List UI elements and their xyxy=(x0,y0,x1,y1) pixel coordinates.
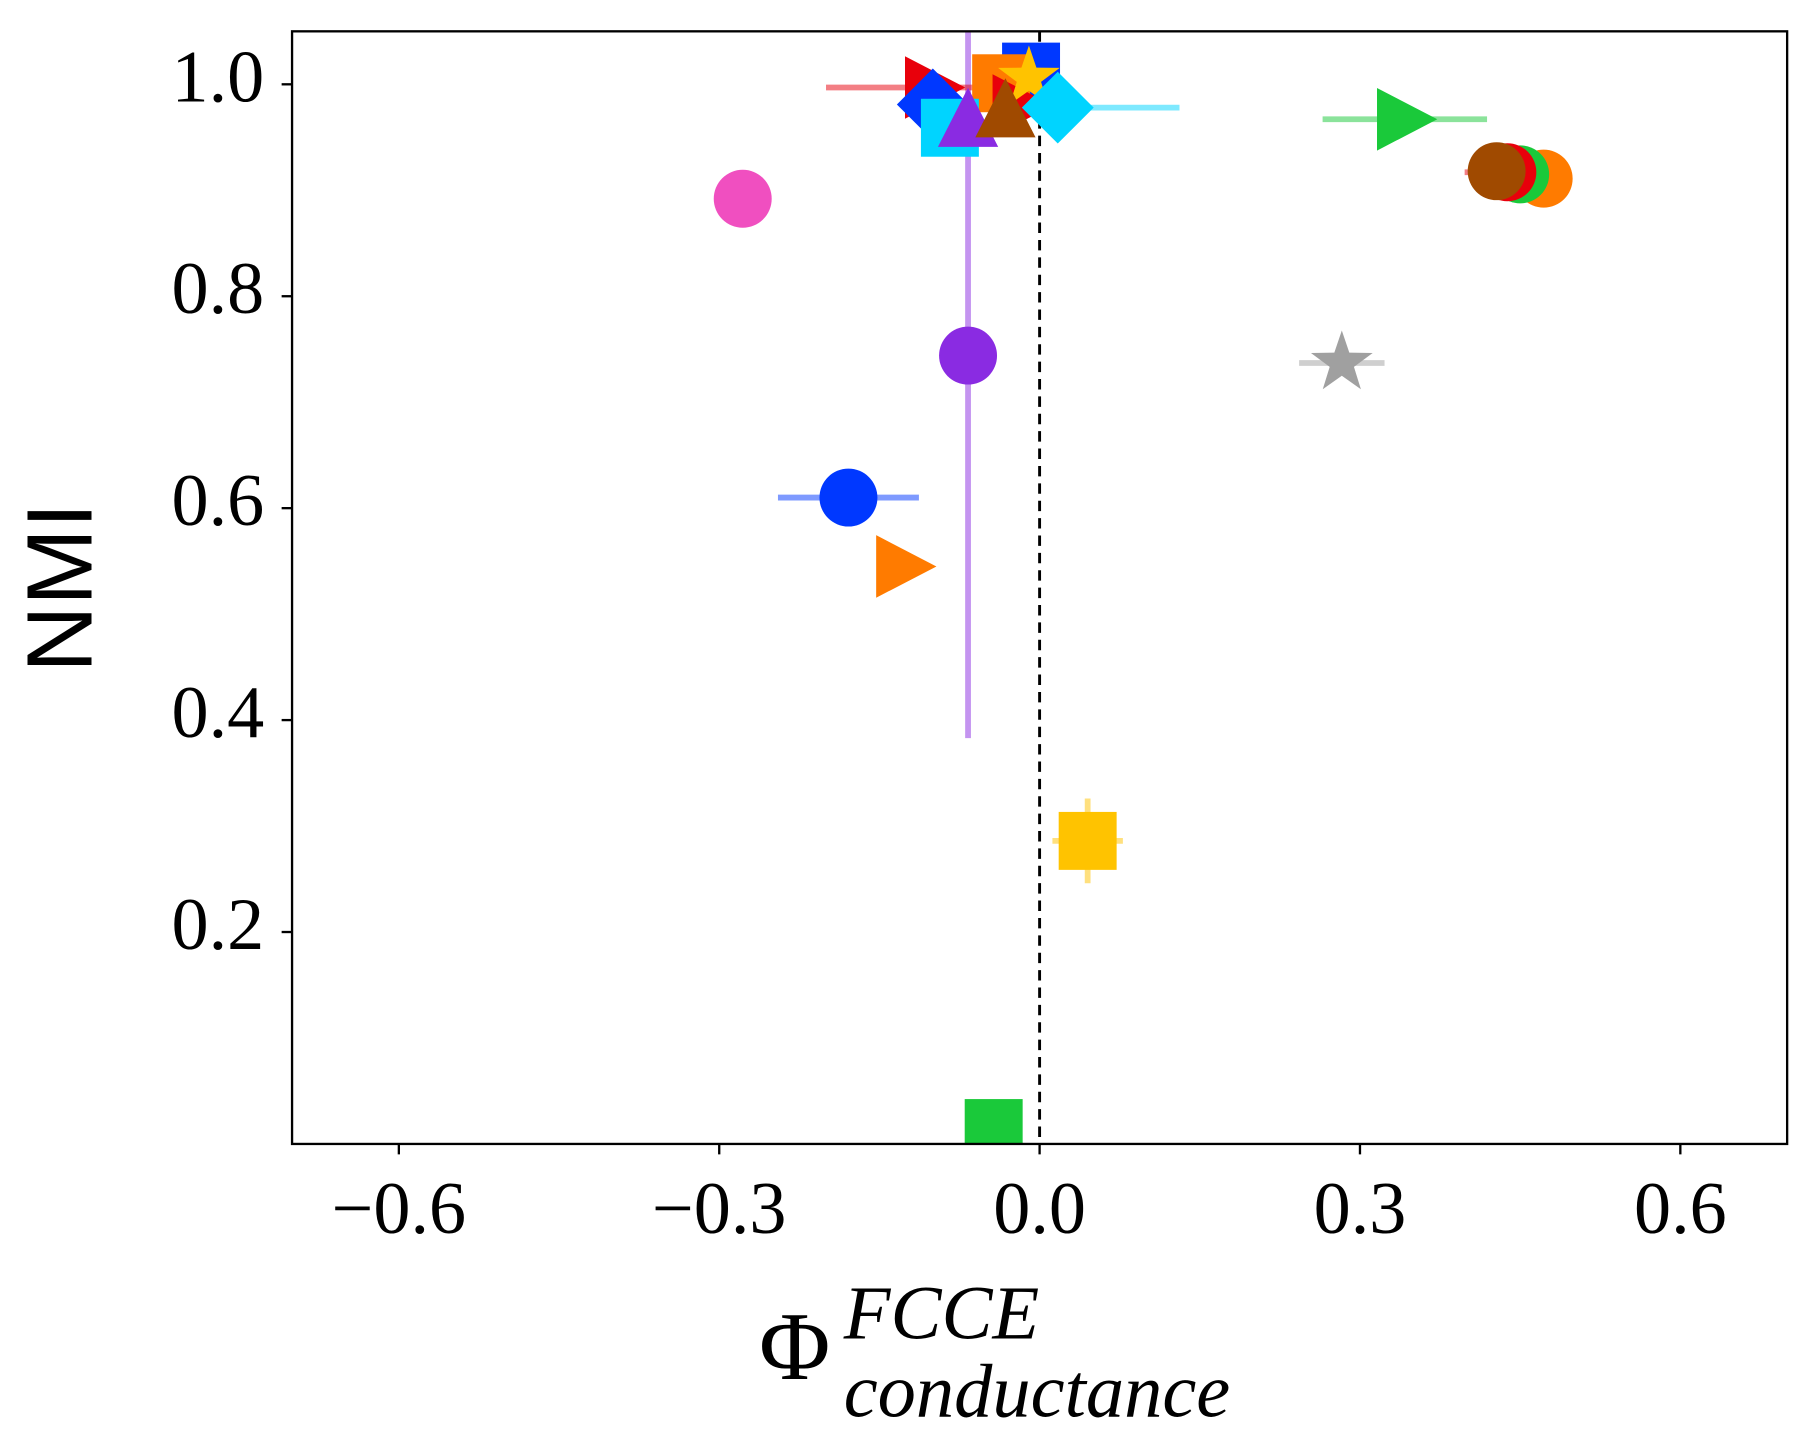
y-axis-label: NMI xyxy=(8,503,112,673)
point xyxy=(876,535,937,598)
point xyxy=(1310,330,1373,390)
point xyxy=(939,326,998,385)
point xyxy=(1467,142,1526,201)
x-tick-label: −0.6 xyxy=(332,1168,467,1250)
x-tick-label: −0.3 xyxy=(652,1168,787,1250)
y-tick-label: 1.0 xyxy=(172,36,265,118)
y-tick-label: 0.8 xyxy=(172,248,265,330)
y-tick-label: 0.6 xyxy=(172,460,265,542)
point xyxy=(819,468,878,527)
x-tick-label: 0.3 xyxy=(1314,1168,1407,1250)
point xyxy=(998,45,1060,105)
x-label-base: Φ xyxy=(759,1293,830,1401)
x-tick-label: 0.6 xyxy=(1634,1168,1727,1250)
point xyxy=(1058,811,1117,870)
x-label-sup: FCCE xyxy=(843,1271,1039,1356)
point xyxy=(1377,87,1438,151)
plot-area xyxy=(713,31,1573,1144)
x-label-sub: conductance xyxy=(844,1348,1231,1433)
point xyxy=(975,78,1036,138)
y-tick-label: 0.4 xyxy=(172,672,265,754)
point xyxy=(964,1099,1023,1144)
x-tick-label: 0.0 xyxy=(993,1168,1086,1250)
point xyxy=(713,169,772,228)
y-tick-label: 0.2 xyxy=(172,884,265,966)
x-axis-label: Φ FCCE conductance xyxy=(759,1271,1230,1434)
